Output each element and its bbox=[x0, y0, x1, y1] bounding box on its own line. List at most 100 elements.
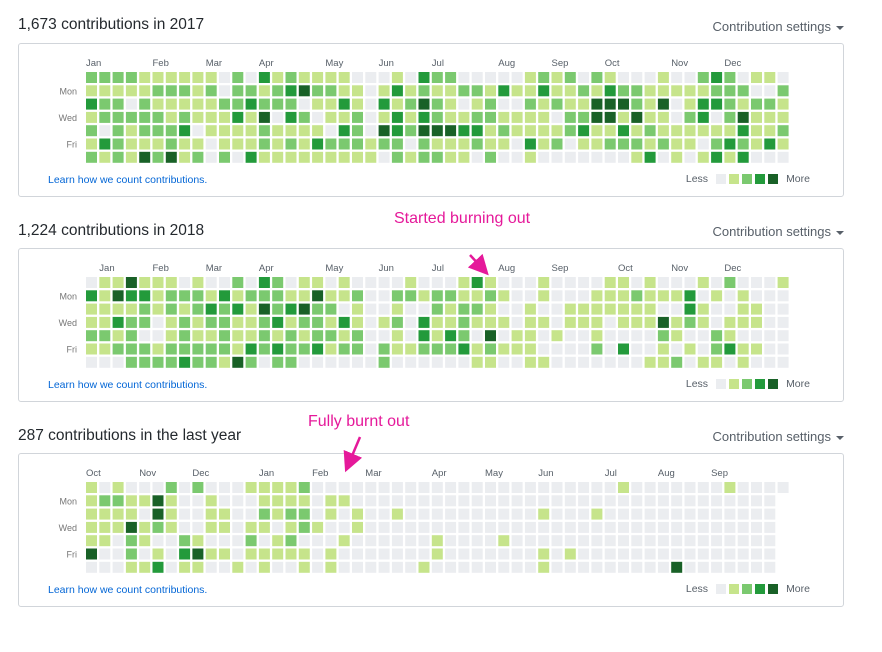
contribution-cell[interactable] bbox=[485, 561, 496, 573]
contribution-cell[interactable] bbox=[86, 343, 97, 355]
contribution-cell[interactable] bbox=[697, 111, 709, 123]
contribution-cell[interactable] bbox=[538, 356, 550, 368]
contribution-cell[interactable] bbox=[232, 290, 244, 302]
contribution-cell[interactable] bbox=[338, 111, 350, 123]
contribution-cell[interactable] bbox=[538, 482, 550, 493]
contribution-cell[interactable] bbox=[152, 111, 164, 123]
contribution-cell[interactable] bbox=[272, 535, 284, 547]
contribution-cell[interactable] bbox=[684, 85, 696, 97]
contribution-cell[interactable] bbox=[418, 290, 430, 302]
contribution-cell[interactable] bbox=[724, 303, 736, 315]
contribution-cell[interactable] bbox=[591, 548, 603, 560]
contribution-cell[interactable] bbox=[551, 111, 563, 123]
contribution-cell[interactable] bbox=[258, 356, 270, 368]
contribution-cell[interactable] bbox=[671, 111, 683, 123]
contribution-cell[interactable] bbox=[564, 303, 576, 315]
contribution-cell[interactable] bbox=[564, 125, 576, 137]
contribution-cell[interactable] bbox=[152, 521, 164, 533]
contribution-cell[interactable] bbox=[524, 151, 536, 163]
contribution-cell[interactable] bbox=[591, 277, 603, 288]
contribution-cell[interactable] bbox=[511, 111, 523, 123]
contribution-cell[interactable] bbox=[245, 343, 257, 355]
contribution-cell[interactable] bbox=[431, 330, 443, 342]
contribution-cell[interactable] bbox=[272, 98, 284, 110]
contribution-cell[interactable] bbox=[737, 561, 749, 573]
contribution-cell[interactable] bbox=[604, 561, 616, 573]
contribution-cell[interactable] bbox=[671, 277, 683, 288]
contribution-cell[interactable] bbox=[458, 277, 470, 288]
contribution-cell[interactable] bbox=[258, 535, 270, 547]
contribution-cell[interactable] bbox=[591, 482, 603, 493]
contribution-cell[interactable] bbox=[671, 330, 683, 342]
contribution-settings-dropdown[interactable]: Contribution settings bbox=[712, 19, 844, 34]
contribution-cell[interactable] bbox=[391, 343, 403, 355]
contribution-cell[interactable] bbox=[431, 98, 443, 110]
contribution-cell[interactable] bbox=[258, 85, 270, 97]
contribution-cell[interactable] bbox=[272, 356, 284, 368]
contribution-cell[interactable] bbox=[711, 482, 723, 493]
contribution-cell[interactable] bbox=[232, 125, 244, 137]
contribution-cell[interactable] bbox=[205, 535, 217, 547]
contribution-cell[interactable] bbox=[498, 111, 510, 123]
contribution-cell[interactable] bbox=[179, 125, 191, 137]
contribution-cell[interactable] bbox=[578, 303, 590, 315]
contribution-cell[interactable] bbox=[285, 521, 297, 533]
contribution-cell[interactable] bbox=[711, 343, 723, 355]
contribution-cell[interactable] bbox=[551, 72, 563, 83]
contribution-cell[interactable] bbox=[165, 330, 177, 342]
contribution-cell[interactable] bbox=[737, 125, 749, 137]
contribution-cell[interactable] bbox=[777, 290, 789, 302]
contribution-cell[interactable] bbox=[511, 521, 523, 533]
contribution-cell[interactable] bbox=[564, 277, 576, 288]
contribution-cell[interactable] bbox=[125, 495, 137, 507]
contribution-cell[interactable] bbox=[564, 548, 576, 560]
contribution-cell[interactable] bbox=[405, 98, 417, 110]
contribution-cell[interactable] bbox=[365, 303, 377, 315]
contribution-cell[interactable] bbox=[365, 290, 377, 302]
contribution-cell[interactable] bbox=[312, 303, 324, 315]
contribution-cell[interactable] bbox=[125, 138, 137, 150]
contribution-cell[interactable] bbox=[431, 548, 443, 560]
contribution-cell[interactable] bbox=[751, 330, 762, 342]
contribution-cell[interactable] bbox=[684, 508, 696, 520]
contribution-cell[interactable] bbox=[86, 72, 97, 83]
contribution-cell[interactable] bbox=[591, 535, 603, 547]
contribution-cell[interactable] bbox=[272, 330, 284, 342]
contribution-cell[interactable] bbox=[458, 330, 470, 342]
contribution-cell[interactable] bbox=[657, 316, 669, 328]
contribution-cell[interactable] bbox=[258, 561, 270, 573]
contribution-cell[interactable] bbox=[737, 316, 749, 328]
contribution-cell[interactable] bbox=[192, 508, 204, 520]
contribution-cell[interactable] bbox=[711, 316, 723, 328]
contribution-cell[interactable] bbox=[325, 85, 337, 97]
contribution-cell[interactable] bbox=[125, 330, 137, 342]
contribution-cell[interactable] bbox=[578, 343, 590, 355]
contribution-cell[interactable] bbox=[524, 72, 536, 83]
contribution-cell[interactable] bbox=[644, 535, 656, 547]
contribution-cell[interactable] bbox=[711, 125, 723, 137]
contribution-cell[interactable] bbox=[258, 277, 270, 288]
contribution-cell[interactable] bbox=[378, 138, 390, 150]
contribution-cell[interactable] bbox=[99, 356, 111, 368]
contribution-cell[interactable] bbox=[258, 72, 270, 83]
contribution-cell[interactable] bbox=[777, 138, 789, 150]
contribution-cell[interactable] bbox=[418, 125, 430, 137]
contribution-cell[interactable] bbox=[272, 343, 284, 355]
contribution-cell[interactable] bbox=[538, 277, 550, 288]
contribution-cell[interactable] bbox=[524, 85, 536, 97]
contribution-cell[interactable] bbox=[538, 125, 550, 137]
contribution-cell[interactable] bbox=[125, 548, 137, 560]
contribution-cell[interactable] bbox=[498, 508, 510, 520]
contribution-cell[interactable] bbox=[352, 535, 363, 547]
contribution-cell[interactable] bbox=[711, 277, 723, 288]
contribution-cell[interactable] bbox=[498, 98, 510, 110]
contribution-cell[interactable] bbox=[458, 482, 470, 493]
contribution-cell[interactable] bbox=[777, 72, 789, 83]
contribution-cell[interactable] bbox=[551, 548, 563, 560]
contribution-cell[interactable] bbox=[139, 356, 151, 368]
contribution-cell[interactable] bbox=[511, 290, 523, 302]
contribution-cell[interactable] bbox=[737, 548, 749, 560]
contribution-cell[interactable] bbox=[471, 508, 483, 520]
contribution-cell[interactable] bbox=[219, 495, 230, 507]
contribution-cell[interactable] bbox=[511, 495, 523, 507]
